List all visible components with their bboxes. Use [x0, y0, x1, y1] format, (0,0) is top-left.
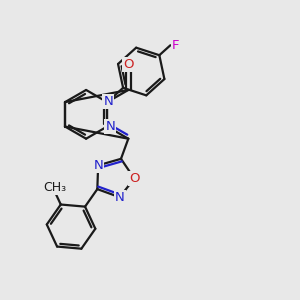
Text: N: N [93, 159, 103, 172]
Text: N: N [115, 191, 124, 204]
Text: N: N [103, 95, 113, 108]
Text: O: O [129, 172, 140, 185]
Text: CH₃: CH₃ [43, 181, 66, 194]
Text: N: N [105, 120, 115, 133]
Text: F: F [172, 39, 179, 52]
Text: O: O [123, 58, 134, 70]
